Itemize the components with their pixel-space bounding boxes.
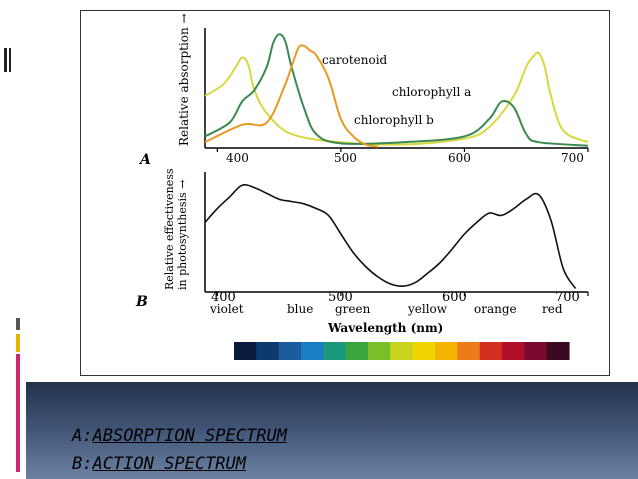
spectrum-segment — [256, 342, 280, 360]
color-word-yellow: yellow — [407, 302, 448, 316]
panel-a: 400 500 600 700 A Relative absorption → … — [138, 13, 589, 168]
footer-band — [26, 382, 638, 479]
panel-b: 400 500 600 700 violet blue green yellow… — [135, 168, 589, 335]
spectrum-segment — [345, 342, 369, 360]
spectrum-segment — [412, 342, 436, 360]
panel-b-tick-700: 700 — [555, 290, 580, 305]
panel-b-x-label: Wavelength (nm) — [327, 321, 443, 335]
decorative-vertical-line-thin — [9, 48, 11, 72]
spectrum-segment — [546, 342, 570, 360]
spectrum-segment — [502, 342, 525, 360]
panel-a-tick-600: 600 — [448, 151, 471, 165]
decorative-magenta-bar — [16, 354, 20, 472]
panel-b-tick-600: 600 — [442, 290, 467, 305]
chlorophyll-b-label: chlorophyll b — [354, 113, 434, 127]
color-word-green: green — [335, 302, 371, 316]
chlorophyll-b-curve — [204, 33, 589, 147]
footer-line-a-text: ABSORPTION SPECTRUM — [92, 426, 287, 446]
spectrum-segment — [435, 342, 458, 360]
panel-a-tick-500: 500 — [334, 151, 357, 165]
chlorophyll-a-curve — [204, 51, 589, 146]
panel-a-curves — [204, 33, 589, 148]
panel-b-tick-500: 500 — [328, 290, 353, 305]
action-spectrum-curve — [204, 183, 577, 289]
decorative-yellow-bar — [16, 334, 20, 352]
panel-a-letter: A — [138, 152, 151, 168]
footer-line-a-prefix: A: — [72, 426, 93, 446]
color-word-violet: violet — [209, 302, 244, 316]
panel-a-tick-700: 700 — [561, 151, 584, 165]
footer-line-b: B:ACTION SPECTRUM — [72, 454, 246, 474]
spectrum-segment — [390, 342, 414, 360]
color-word-red: red — [542, 302, 563, 316]
spectrum-segment — [278, 342, 302, 360]
color-word-orange: orange — [474, 302, 517, 316]
panel-b-letter: B — [135, 294, 148, 310]
footer-line-b-text: ACTION SPECTRUM — [92, 454, 247, 474]
decorative-vertical-line — [4, 48, 7, 72]
panel-b-tick-marks — [216, 292, 589, 296]
spectrum-segment — [368, 342, 391, 360]
footer-line-b-prefix: B: — [72, 454, 93, 474]
figure-frame — [80, 10, 610, 376]
chlorophyll-a-label: chlorophyll a — [392, 85, 471, 99]
spectrum-segment — [234, 342, 257, 360]
decorative-block — [16, 318, 20, 330]
spectrum-segment — [524, 342, 548, 360]
visible-spectrum-bar — [234, 342, 570, 360]
spectrum-segment — [457, 342, 481, 360]
spectrum-segment — [301, 342, 324, 360]
spectrum-segment — [479, 342, 503, 360]
panel-b-tick-400: 400 — [211, 290, 236, 305]
carotenoid-label: carotenoid — [322, 53, 388, 67]
carotenoid-curve — [204, 44, 379, 148]
panel-b-curves — [204, 183, 577, 289]
color-word-blue: blue — [287, 302, 313, 316]
footer-line-a: A:ABSORPTION SPECTRUM — [72, 426, 287, 446]
panel-a-y-label: Relative absorption → — [177, 13, 191, 146]
panel-b-y-label-line1: Relative effectiveness — [163, 168, 176, 290]
panel-a-tick-marks — [216, 148, 589, 152]
panel-b-y-label-line2: in photosynthesis → — [176, 180, 189, 290]
spectrum-segment — [323, 342, 347, 360]
panel-a-tick-400: 400 — [226, 151, 249, 165]
